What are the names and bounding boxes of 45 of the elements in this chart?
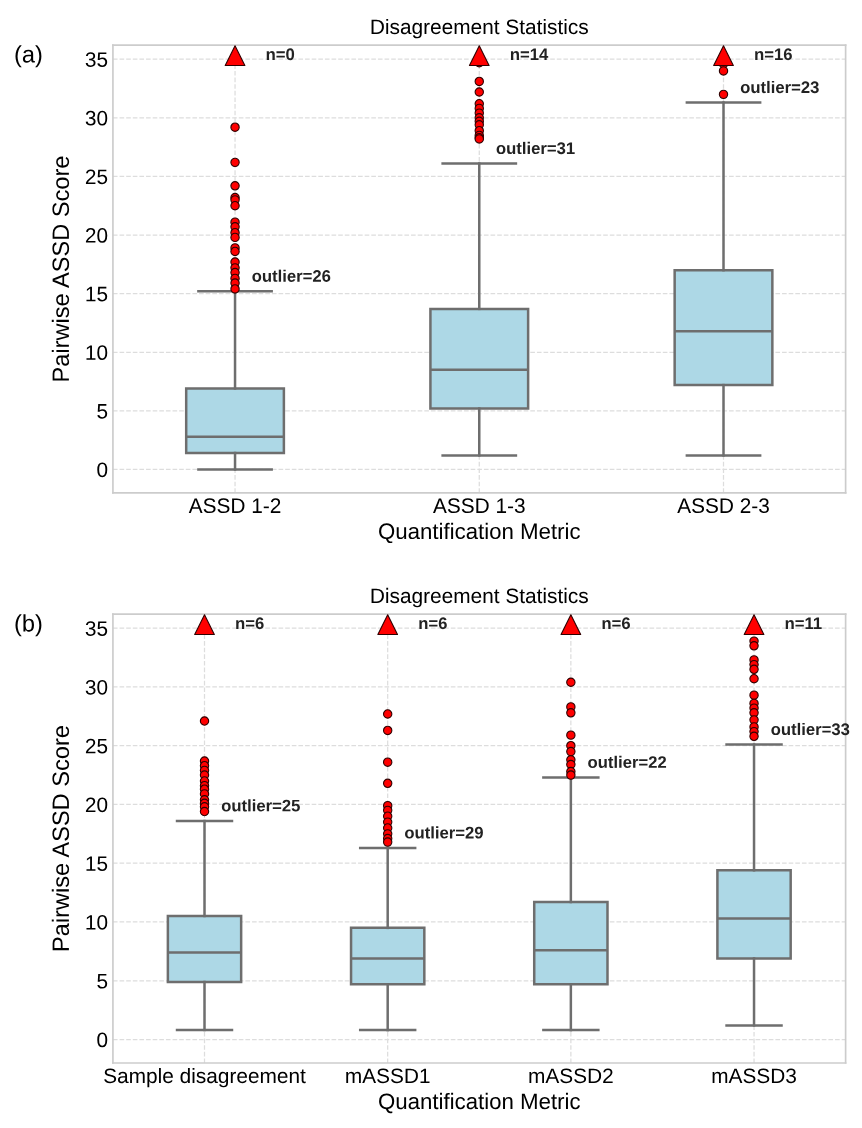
chart-title: Disagreement Statistics [371,587,588,608]
text: (a) [15,45,42,68]
annotation: n=16 [755,48,792,61]
y-tick-label: 10 [86,345,108,361]
x-axis-title: Quantification Metric [379,1092,580,1114]
annotation: n=14 [510,48,549,60]
annotation: outlier=26 [252,269,331,282]
annotation: outlier=22 [588,755,667,769]
y-tick-label: 15 [86,856,108,871]
y-tick-label: 25 [85,738,108,754]
y-tick-label: 15 [86,286,108,302]
y-tick-label: 35 [85,52,108,67]
y-tick-label: 0 [97,462,108,478]
chart-title: Disagreement Statistics [371,18,588,39]
y-tick-label: 0 [97,1032,108,1048]
x-tick-label: ASSD 1-3 [433,498,525,514]
text: (b) [15,614,42,637]
y-tick-label: 30 [85,679,108,695]
x-tick-label: ASSD 2-3 [677,498,769,514]
annotation: n=6 [419,617,447,630]
y-tick-label: 25 [85,169,108,185]
y-tick-label: 20 [85,797,108,813]
x-tick-label: ASSD 1-2 [188,498,281,514]
annotation: n=6 [602,617,630,630]
x-tick-label: mASSD2 [529,1068,613,1084]
annotation: n=6 [236,617,264,630]
y-tick-label: 10 [86,915,108,930]
x-tick-label: mASSD3 [712,1068,796,1084]
x-axis-title: Quantification Metric [379,522,580,544]
y-tick-label: 30 [85,110,108,126]
annotation: outlier=31 [496,141,575,155]
y-axis-title: Pairwise ASSD Score [51,726,70,951]
x-tick-label: mASSD1 [346,1068,430,1084]
annotation: outlier=33 [771,722,850,736]
annotation: outlier=25 [221,799,300,812]
annotation: outlier=23 [740,80,819,94]
x-tick-label: Sample disagreement [104,1067,306,1088]
y-axis-title: Pairwise ASSD Score [51,156,70,381]
y-tick-label: 5 [97,973,108,989]
y-tick-label: 5 [97,404,108,419]
annotation: n=11 [785,617,822,629]
y-tick-label: 35 [85,621,108,636]
annotation: outlier=29 [405,826,483,839]
annotation: n=0 [266,48,295,61]
y-tick-label: 20 [85,228,108,243]
